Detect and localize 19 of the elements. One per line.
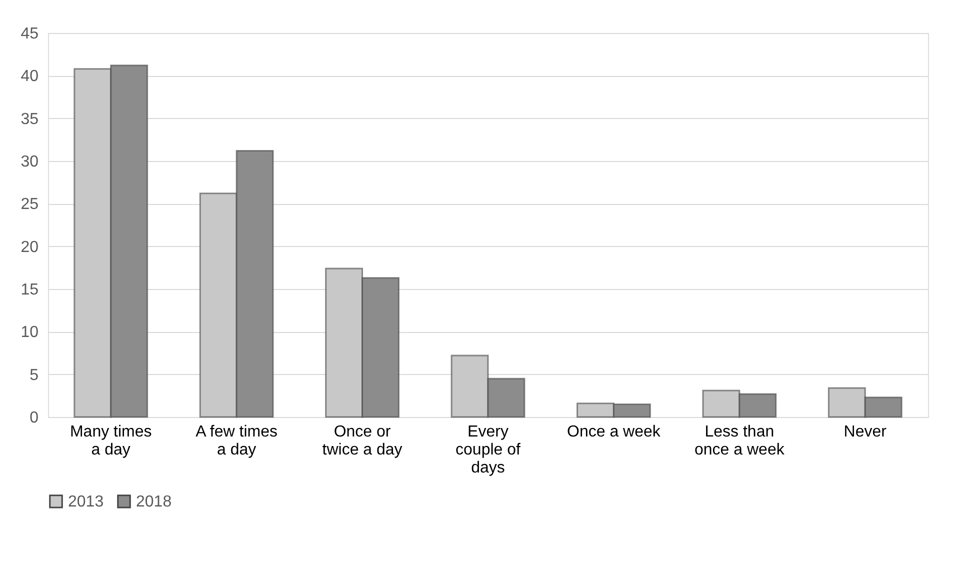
legend-label: 2018 xyxy=(136,493,172,510)
y-tick-label: 15 xyxy=(20,282,39,298)
y-tick-label: 45 xyxy=(20,26,39,42)
x-tick-label: Once a week xyxy=(567,424,662,440)
x-tick-label: Many times a day xyxy=(70,424,152,458)
y-tick-label: 0 xyxy=(30,410,39,426)
y-tick-label: 35 xyxy=(20,110,39,128)
x-tick-label: Every couple of days xyxy=(456,424,522,476)
x-tick-label: Never xyxy=(844,424,888,440)
y-tick-label: 40 xyxy=(20,68,39,86)
y-tick-label: 20 xyxy=(20,238,39,256)
legend-label: 2013 xyxy=(68,493,104,510)
x-tick-label: Less than once a week xyxy=(694,424,786,458)
x-tick-label: Once or twice a day xyxy=(322,424,402,458)
x-tick-label: A few times a day xyxy=(196,424,278,458)
y-tick-label: 10 xyxy=(20,324,39,342)
y-tick-label: 5 xyxy=(30,366,39,384)
y-tick-label: 25 xyxy=(20,196,39,214)
y-tick-label: 30 xyxy=(20,154,39,170)
